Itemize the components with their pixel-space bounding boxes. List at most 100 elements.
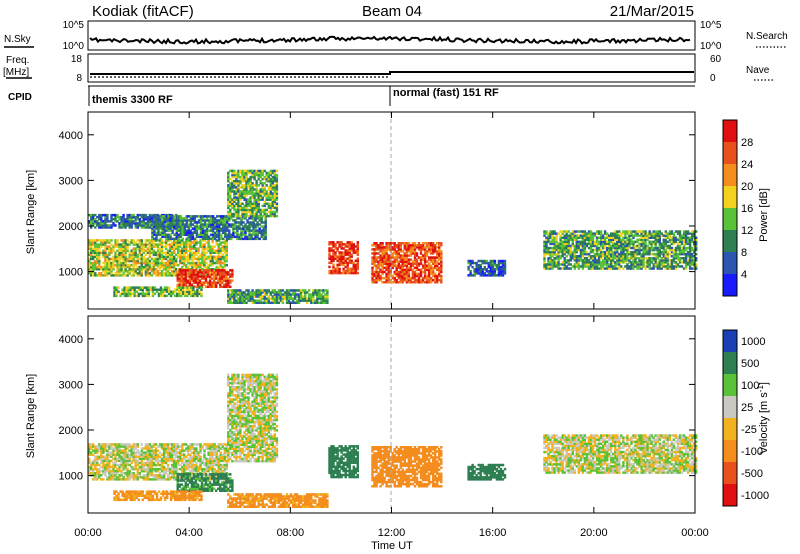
echo-cell — [674, 240, 678, 244]
echo-cell — [640, 242, 643, 246]
echo-cell — [670, 240, 674, 244]
echo-cell — [545, 232, 548, 235]
echo-cell — [682, 238, 686, 241]
echo-cell — [185, 251, 188, 254]
echo-cell — [148, 239, 152, 242]
echo-cell — [211, 229, 215, 232]
echo-cell — [129, 290, 132, 293]
echo-cell — [581, 238, 585, 241]
echo-cell — [354, 271, 357, 275]
echo-cell — [254, 219, 257, 222]
echo-cell — [229, 177, 232, 181]
echo-cell — [547, 257, 550, 260]
echo-cell — [245, 297, 248, 300]
echo-cell — [90, 251, 93, 254]
echo-cell — [187, 245, 190, 248]
echo-cell — [411, 281, 415, 284]
echo-cell — [175, 235, 178, 239]
echo-cell — [547, 261, 550, 264]
echo-cell — [217, 243, 220, 246]
echo-cell — [175, 245, 178, 248]
echo-cell — [241, 184, 244, 187]
echo-cell — [211, 247, 214, 250]
echo-cell — [218, 221, 221, 224]
echo-cell — [207, 229, 211, 232]
echo-cell — [249, 291, 252, 294]
echo-cell — [152, 251, 156, 254]
echo-cell — [218, 229, 221, 232]
echo-cell — [387, 262, 390, 265]
echo-cell — [693, 267, 696, 270]
echo-cell — [479, 259, 482, 263]
echo-cell — [501, 268, 505, 271]
echo-cell — [603, 232, 607, 235]
echo-cell — [652, 232, 655, 235]
echo-cell — [190, 294, 193, 298]
echo-cell — [223, 239, 226, 242]
echo-cell — [164, 255, 168, 259]
echo-cell — [489, 259, 492, 263]
echo-cell — [295, 295, 299, 298]
echo-cell — [304, 289, 307, 292]
echo-cell — [178, 277, 181, 280]
echo-cell — [220, 229, 223, 232]
echo-cell — [640, 240, 643, 244]
echo-cell — [555, 236, 558, 239]
echo-cell — [289, 297, 293, 300]
echo-cell — [263, 202, 266, 205]
echo-cell — [187, 235, 190, 239]
echo-cell — [175, 272, 178, 275]
echo-cell — [253, 200, 256, 203]
echo-cell — [256, 233, 259, 236]
echo-cell — [295, 299, 299, 302]
echo-cell — [670, 263, 674, 266]
echo-cell — [120, 270, 123, 273]
echo-cell — [419, 244, 423, 247]
echo-cell — [636, 232, 639, 235]
echo-cell — [419, 270, 423, 274]
echo-cell — [200, 271, 204, 274]
echo-cell — [417, 268, 421, 272]
echo-cell — [379, 242, 382, 245]
echo-cell — [543, 246, 546, 250]
echo-cell — [403, 260, 406, 263]
echo-cell — [171, 265, 174, 269]
echo-cell — [555, 234, 558, 237]
echo-cell — [253, 295, 256, 298]
echo-cell — [644, 267, 647, 270]
echo-cell — [226, 227, 229, 230]
echo-cell — [407, 268, 411, 272]
echo-cell — [211, 237, 215, 241]
echo-cell — [88, 263, 91, 267]
echo-cell — [148, 263, 152, 267]
echo-cell — [438, 252, 441, 255]
echo-cell — [255, 173, 258, 177]
echo-cell — [241, 173, 244, 177]
echo-cell — [640, 255, 643, 258]
echo-cell — [169, 227, 172, 230]
echo-cell — [302, 299, 305, 302]
echo-cell — [417, 276, 421, 280]
echo-cell — [184, 277, 187, 280]
echo-cell — [192, 292, 195, 296]
echo-cell — [397, 252, 400, 255]
echo-cell — [160, 251, 164, 254]
echo-cell — [189, 241, 192, 244]
echo-cell — [199, 217, 203, 220]
echo-cell — [190, 275, 194, 278]
echo-cell — [395, 244, 398, 247]
echo-cell — [283, 291, 287, 294]
echo-cell — [211, 235, 215, 239]
echo-cell — [193, 261, 196, 265]
echo-cell — [260, 221, 263, 224]
echo-cell — [237, 198, 240, 201]
echo-cell — [157, 229, 160, 232]
echo-cell — [241, 301, 244, 304]
echo-cell — [688, 252, 692, 256]
echo-cell — [630, 261, 633, 264]
echo-cell — [652, 236, 655, 239]
echo-cell — [238, 217, 241, 220]
echo-cell — [234, 227, 237, 230]
echo-cell — [118, 249, 121, 252]
echo-cell — [423, 256, 427, 259]
